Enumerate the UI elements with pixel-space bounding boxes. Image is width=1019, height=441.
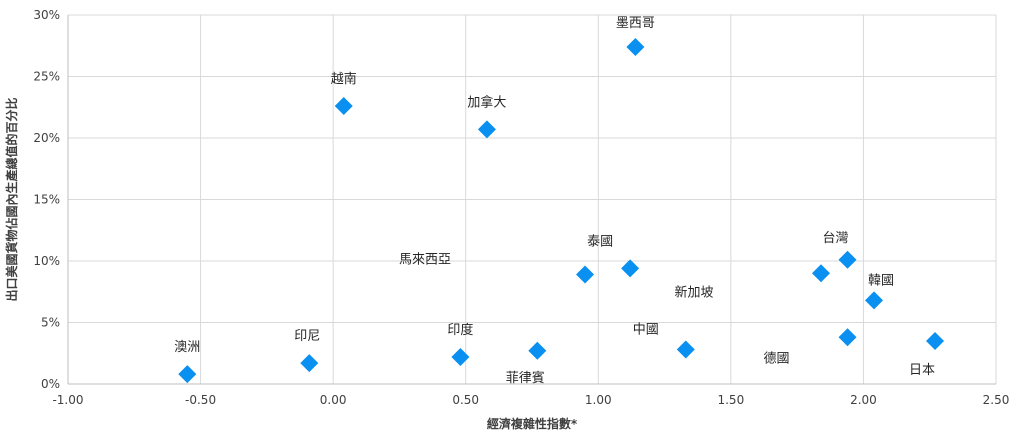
y-tick-label: 0% xyxy=(41,377,60,391)
y-tick-label: 25% xyxy=(33,70,60,84)
x-tick-label: -1.00 xyxy=(52,393,83,407)
axes: -1.00 -0.50 0.00 0.50 1.00 1.50 2.00 2.50 0% 5% 10… xyxy=(33,8,1009,407)
data-point-marker xyxy=(528,341,547,360)
data-point-marker xyxy=(621,259,640,278)
gridlines xyxy=(68,14,997,384)
data-point-marker xyxy=(626,37,645,56)
data-point-marker xyxy=(178,365,197,384)
data-point-label: 德國 xyxy=(764,351,790,366)
x-tick-label: -0.50 xyxy=(185,393,216,407)
data-markers xyxy=(178,37,945,384)
data-point-label: 澳洲 xyxy=(174,339,200,355)
data-point-label: 新加坡 xyxy=(674,284,713,300)
data-point-marker xyxy=(576,265,595,284)
data-point-label: 馬來西亞 xyxy=(399,253,451,268)
data-point-label: 韓國 xyxy=(868,273,894,288)
data-point-marker xyxy=(838,328,857,347)
data-point-marker xyxy=(451,347,470,366)
data-point-marker xyxy=(334,97,353,116)
x-tick-label: 0.50 xyxy=(452,393,479,407)
y-tick-label: 20% xyxy=(33,131,60,145)
x-tick-label: 0.00 xyxy=(320,393,347,407)
data-point-marker xyxy=(300,354,319,373)
x-tick-label: 1.50 xyxy=(717,393,744,407)
x-tick-label: 2.00 xyxy=(850,393,877,407)
data-point-marker xyxy=(838,250,857,269)
y-tick-label: 30% xyxy=(33,8,60,22)
data-point-label: 菲律賓 xyxy=(506,370,545,386)
data-point-label: 中國 xyxy=(633,323,659,338)
data-point-marker xyxy=(477,120,496,139)
data-point-label: 日本 xyxy=(909,363,935,378)
x-axis-title: 經濟複雜性指數* xyxy=(487,416,578,431)
data-point-label: 印尼 xyxy=(294,329,320,344)
y-tick-label: 5% xyxy=(41,316,60,330)
y-tick-label: 15% xyxy=(33,193,60,207)
data-point-label: 印度 xyxy=(447,322,473,338)
y-axis-title: 出口美國貨物佔國內生產總值的百分比 xyxy=(4,97,19,301)
data-point-marker xyxy=(676,340,695,359)
data-point-label: 泰國 xyxy=(587,234,613,249)
data-point-label: 台灣 xyxy=(823,231,849,246)
data-point-label: 墨西哥 xyxy=(616,16,655,31)
data-point-marker xyxy=(926,331,945,350)
y-tick-label: 10% xyxy=(33,254,60,268)
x-tick-label: 1.00 xyxy=(585,393,612,407)
data-point-label: 越南 xyxy=(331,71,357,87)
x-tick-label: 2.50 xyxy=(983,393,1010,407)
data-point-marker xyxy=(865,291,884,310)
data-point-marker xyxy=(812,264,831,283)
data-point-label: 加拿大 xyxy=(467,94,506,110)
